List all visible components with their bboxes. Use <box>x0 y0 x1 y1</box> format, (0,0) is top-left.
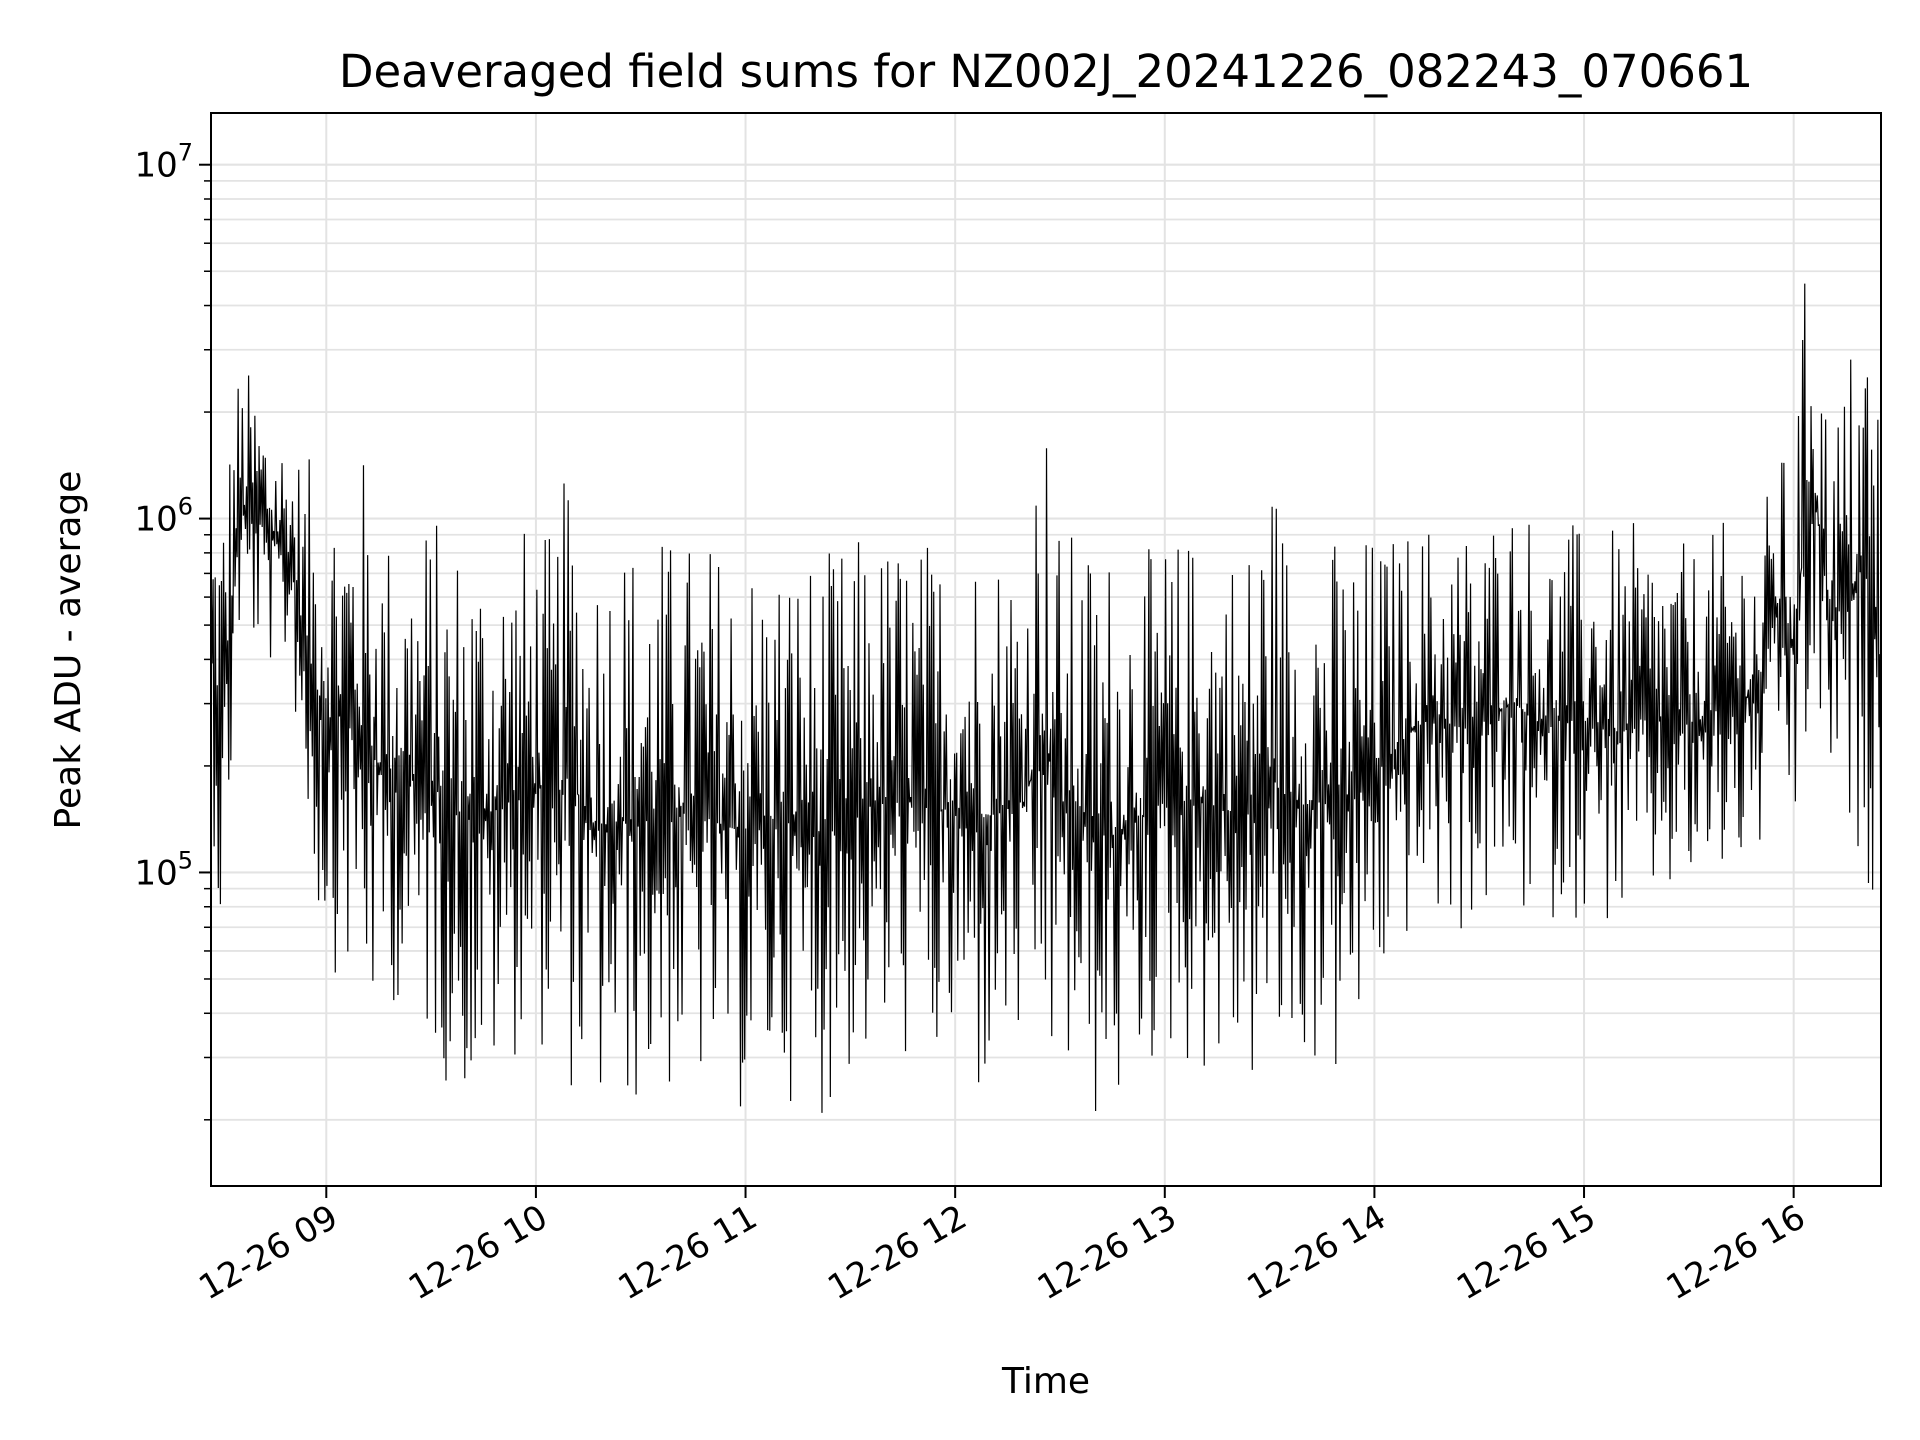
x-axis-title: Time <box>1001 1361 1090 1402</box>
data-series <box>210 283 1882 1113</box>
chart-title: Deaveraged field sums for NZ002J_2024122… <box>339 45 1753 98</box>
series-line-0 <box>210 283 1882 1113</box>
y-tick-label: 106 <box>134 493 193 540</box>
y-axis-title: Peak ADU - average <box>48 471 89 830</box>
y-tick-label: 105 <box>134 846 193 893</box>
plot-frame <box>210 112 1882 1187</box>
y-tick-label: 107 <box>134 139 193 186</box>
